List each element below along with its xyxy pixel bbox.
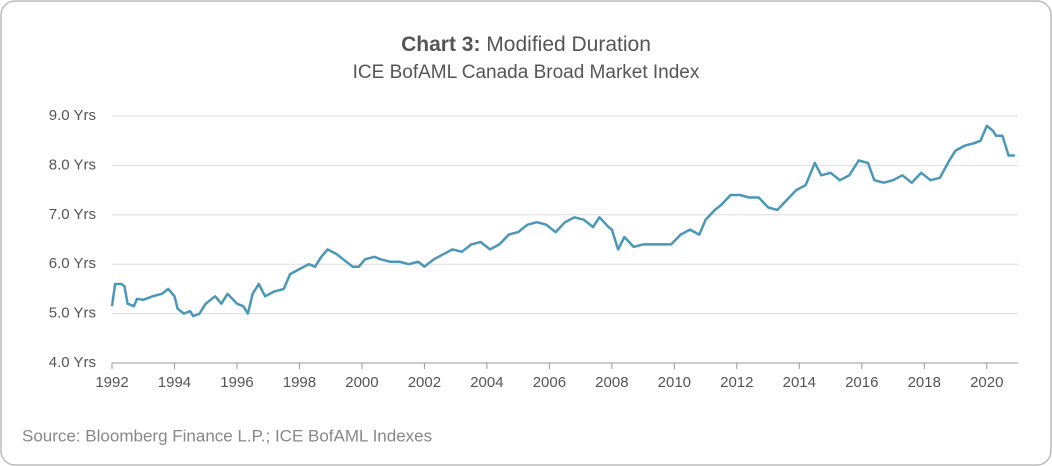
x-tick-label: 2010 xyxy=(658,374,691,391)
x-tick-label: 2004 xyxy=(470,374,503,391)
x-tick-label: 2006 xyxy=(533,374,566,391)
y-tick-label: 9.0 Yrs xyxy=(49,107,96,124)
source: Source: Bloomberg Finance L.P.; ICE BofA… xyxy=(22,426,432,445)
y-tick-label: 7.0 Yrs xyxy=(49,206,96,223)
title-text: Modified Duration xyxy=(486,33,651,56)
x-tick-label: 1994 xyxy=(158,374,191,391)
x-tick-label: 2020 xyxy=(970,374,1003,391)
x-tick-label: 2000 xyxy=(345,374,378,391)
title-label: Chart 3: xyxy=(401,33,480,56)
y-tick-label: 4.0 Yrs xyxy=(49,354,96,371)
y-tick-label: 6.0 Yrs xyxy=(49,255,96,272)
x-tick-label: 2014 xyxy=(783,374,816,391)
series-line xyxy=(110,124,1015,318)
x-tick-label: 1996 xyxy=(220,374,253,391)
x-tick-label: 2018 xyxy=(908,374,941,391)
x-tick-label: 2012 xyxy=(720,374,753,391)
x-tick-label: 2008 xyxy=(595,374,628,391)
chart-title: Chart 3: Modified Duration xyxy=(401,33,651,56)
y-tick-label: 5.0 Yrs xyxy=(49,305,96,322)
x-tick-label: 2016 xyxy=(845,374,878,391)
x-tick-label: 1998 xyxy=(283,374,316,391)
x-tick-label: 2002 xyxy=(408,374,441,391)
y-tick-label: 8.0 Yrs xyxy=(49,156,96,173)
chart-subtitle: ICE BofAML Canada Broad Market Index xyxy=(353,62,700,83)
x-tick-label: 1992 xyxy=(95,374,128,391)
